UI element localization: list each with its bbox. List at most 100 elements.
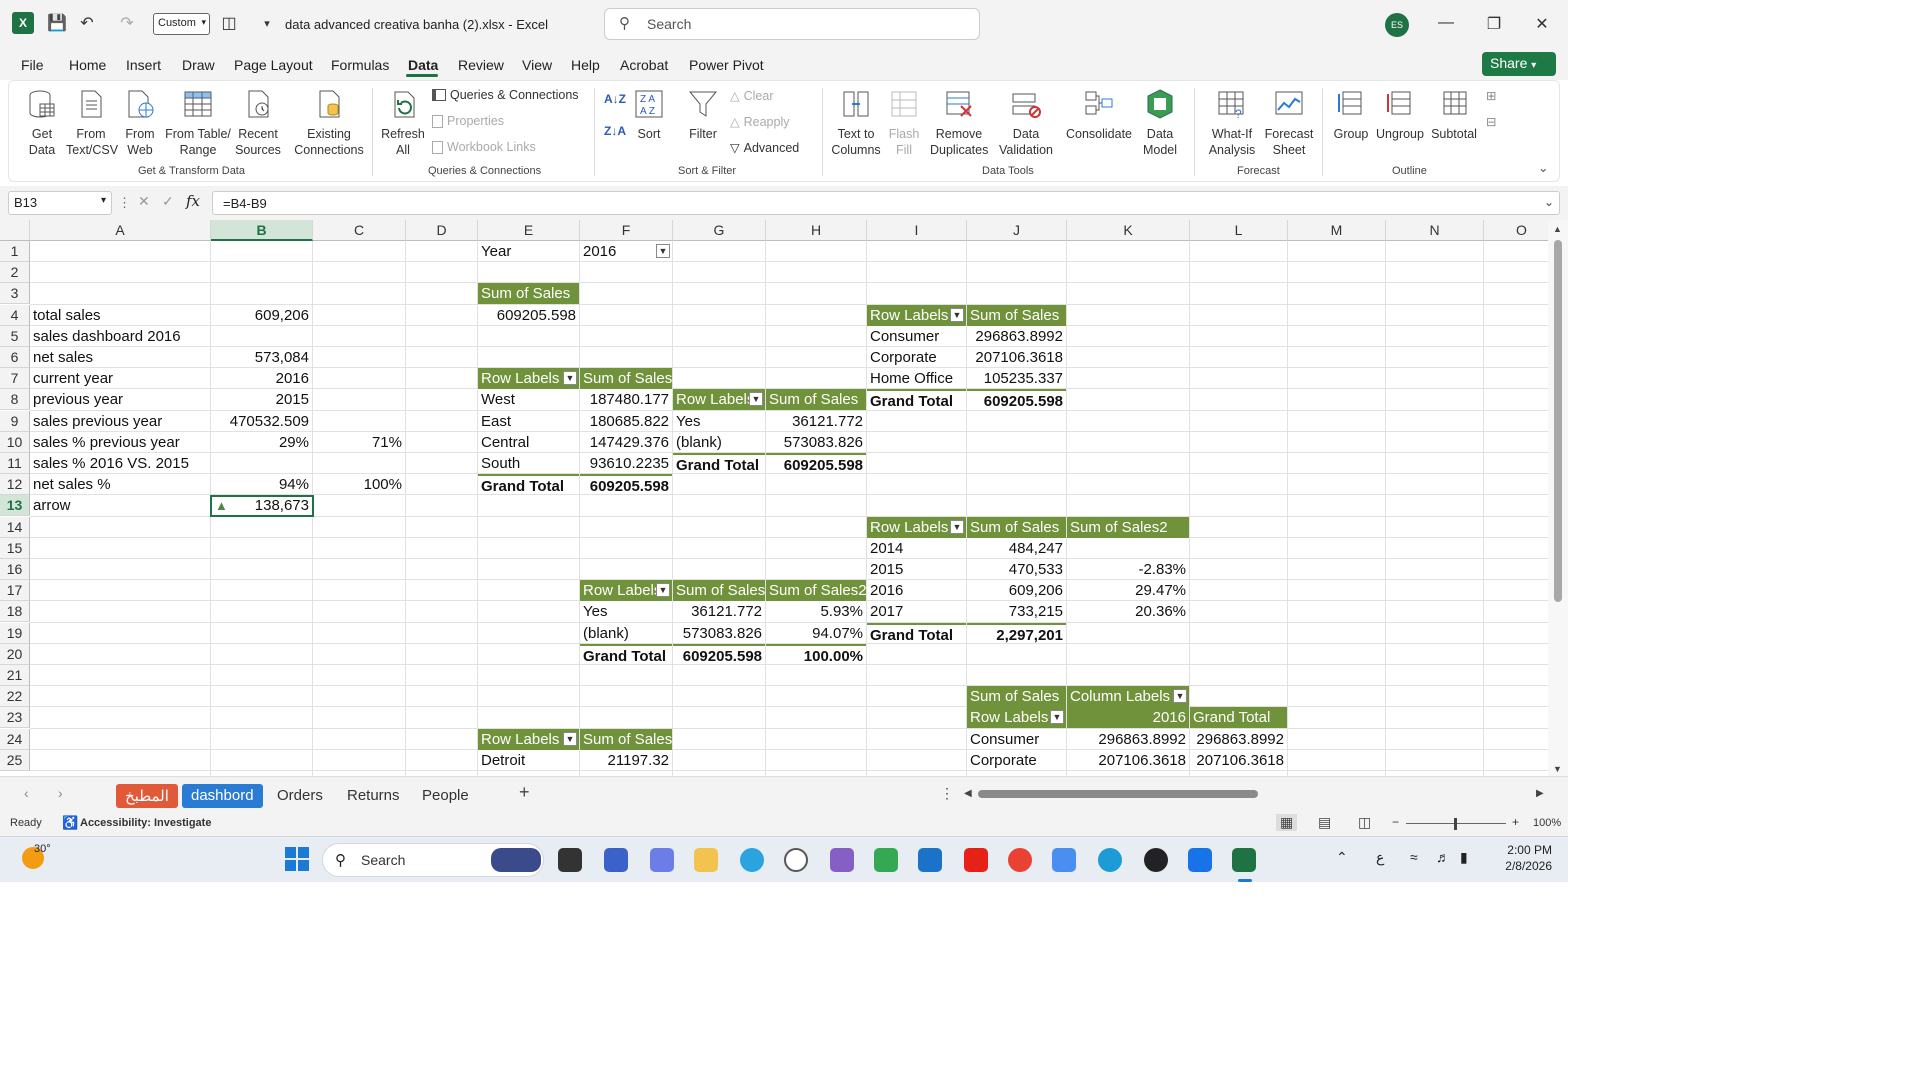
expand-formula-icon[interactable]: ⌄ [1544, 195, 1555, 209]
row-header-8[interactable]: 8 [0, 389, 30, 411]
cell-I17[interactable]: 2016 [867, 580, 966, 601]
cell-E9[interactable]: East [478, 411, 579, 432]
cell-A6[interactable]: net sales [30, 347, 210, 368]
edge-icon[interactable] [1098, 848, 1122, 872]
row-header-21[interactable]: 21 [0, 665, 30, 686]
row-header-20[interactable]: 20 [0, 643, 30, 665]
advanced-button[interactable]: ▽ Advanced [730, 140, 799, 156]
column-header-B[interactable]: B [211, 220, 313, 241]
properties-button[interactable]: Properties [432, 114, 504, 128]
column-header-D[interactable]: D [406, 220, 478, 241]
column-header-J[interactable]: J [967, 220, 1067, 241]
cell-B7[interactable]: 2016 [211, 368, 312, 389]
sheet-tab-returns[interactable]: Returns [347, 787, 400, 804]
cell-G11[interactable]: Grand Total [673, 453, 765, 474]
name-box[interactable]: B13 ▾ [8, 191, 112, 215]
cell-I4[interactable]: Row Labels ▼ [867, 304, 966, 326]
battery-icon[interactable]: ▮ [1460, 849, 1468, 865]
cell-H17[interactable]: Sum of Sales2 [766, 580, 866, 602]
existing-connections-button[interactable]: Existing Connections [292, 88, 366, 158]
flash-fill-button[interactable]: Flash Fill [886, 88, 922, 158]
remove-duplicates-button[interactable]: Remove Duplicates [930, 88, 988, 158]
cell-H20[interactable]: 100.00% [766, 643, 866, 665]
cell-F20[interactable]: Grand Total [580, 643, 672, 665]
filter-dropdown-icon[interactable]: ▼ [749, 392, 763, 407]
row-header-9[interactable]: 9 [0, 410, 30, 432]
row-header-22[interactable]: 22 [0, 686, 30, 708]
cell-J8[interactable]: 609205.598 [967, 389, 1066, 410]
cell-J25[interactable]: Corporate [967, 750, 1066, 771]
select-all-corner[interactable] [0, 220, 30, 241]
cell-B10[interactable]: 29% [211, 432, 312, 453]
zoom-slider-thumb[interactable] [1454, 818, 1457, 830]
cell-H11[interactable]: 609205.598 [766, 453, 866, 474]
menu-draw[interactable]: Draw [182, 57, 215, 73]
start-icon[interactable] [285, 847, 309, 871]
scroll-right-icon[interactable]: ▶ [1536, 788, 1544, 799]
accessibility-status[interactable]: Accessibility: Investigate [80, 817, 212, 829]
filter-dropdown-icon[interactable]: ▼ [656, 583, 670, 598]
cell-C10[interactable]: 71% [313, 432, 405, 453]
cell-E12[interactable]: Grand Total [478, 474, 579, 495]
reapply-button[interactable]: △ Reapply [730, 114, 790, 130]
zoom-in-icon[interactable]: + [1512, 815, 1520, 829]
chrome-icon[interactable] [1008, 848, 1032, 872]
menu-page-layout[interactable]: Page Layout [234, 57, 313, 73]
cell-G9[interactable]: Yes [673, 411, 765, 432]
column-header-I[interactable]: I [867, 220, 967, 241]
cell-K22[interactable]: Column Labels ▼ [1067, 686, 1189, 708]
cell-J6[interactable]: 207106.3618 [967, 347, 1066, 368]
cell-H9[interactable]: 36121.772 [766, 411, 866, 432]
close-icon[interactable]: ✕ [1535, 16, 1549, 33]
forecast-sheet-button[interactable]: Forecast Sheet [1262, 88, 1316, 158]
cell-J19[interactable]: 2,297,201 [967, 622, 1066, 644]
cell-J14[interactable]: Sum of Sales [967, 516, 1066, 538]
filter-dropdown-icon[interactable]: ▼ [656, 244, 670, 258]
cell-G8[interactable]: Row Labels ▼ [673, 389, 765, 411]
cell-H8[interactable]: Sum of Sales [766, 389, 866, 411]
clock-time[interactable]: 2:00 PM [1507, 843, 1552, 857]
next-sheet-icon[interactable]: › [58, 785, 63, 801]
row-header-16[interactable]: 16 [0, 559, 30, 580]
cell-F1[interactable]: 2016 ▼ [580, 241, 672, 262]
store-icon[interactable] [604, 848, 628, 872]
column-header-K[interactable]: K [1067, 220, 1190, 241]
column-header-F[interactable]: F [580, 220, 673, 241]
cell-K16[interactable]: -2.83% [1067, 559, 1189, 580]
cell-E11[interactable]: South [478, 453, 579, 474]
queries-connections-button[interactable]: Queries & Connections [432, 88, 579, 102]
cell-G18[interactable]: 36121.772 [673, 601, 765, 622]
cell-F10[interactable]: 147429.376 [580, 432, 672, 453]
azure-data-studio-icon[interactable] [1188, 848, 1212, 872]
weather-icon[interactable] [22, 847, 44, 869]
cell-F12[interactable]: 609205.598 [580, 474, 672, 495]
filter-dropdown-icon[interactable]: ▼ [1050, 710, 1064, 725]
what-if-analysis-button[interactable]: ? What-If Analysis [1202, 88, 1262, 158]
cell-J4[interactable]: Sum of Sales [967, 304, 1066, 326]
telegram-icon[interactable] [740, 848, 764, 872]
row-header-18[interactable]: 18 [0, 601, 30, 623]
row-header-6[interactable]: 6 [0, 347, 30, 368]
cell-J7[interactable]: 105235.337 [967, 368, 1066, 389]
sheet-tab-kitchen[interactable]: المطبخ [116, 784, 178, 808]
row-header-7[interactable]: 7 [0, 368, 30, 390]
cell-E25[interactable]: Detroit [478, 750, 579, 771]
cell-A11[interactable]: sales % 2016 VS. 2015 [30, 453, 210, 474]
filter-dropdown-icon[interactable]: ▼ [950, 307, 964, 322]
column-header-O[interactable]: O [1484, 220, 1548, 241]
cell-I7[interactable]: Home Office [867, 368, 966, 389]
column-header-N[interactable]: N [1386, 220, 1484, 241]
row-header-1[interactable]: 1 [0, 241, 30, 262]
column-header-E[interactable]: E [478, 220, 580, 241]
column-header-C[interactable]: C [313, 220, 406, 241]
column-header-G[interactable]: G [673, 220, 766, 241]
cell-I15[interactable]: 2014 [867, 538, 966, 559]
cell-I18[interactable]: 2017 [867, 601, 966, 622]
text-to-columns-button[interactable]: Text to Columns [830, 88, 882, 158]
row-header-3[interactable]: 3 [0, 283, 30, 305]
excel-taskbar-icon[interactable] [1232, 848, 1256, 872]
cell-E7[interactable]: Row Labels ▼ [478, 368, 579, 390]
menu-review[interactable]: Review [458, 57, 504, 73]
cell-A4[interactable]: total sales [30, 305, 210, 326]
filter-dropdown-icon[interactable]: ▼ [563, 731, 577, 746]
